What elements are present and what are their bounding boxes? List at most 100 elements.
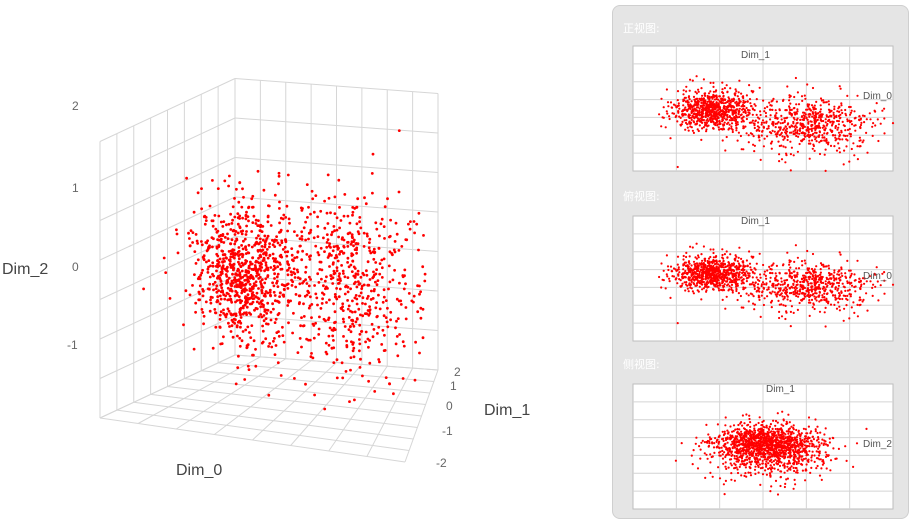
data-point — [256, 169, 260, 173]
data-point — [323, 407, 327, 411]
data-point — [358, 332, 362, 336]
data-point — [815, 126, 818, 129]
data-point — [743, 105, 746, 108]
data-point — [282, 340, 286, 344]
data-point — [810, 129, 813, 132]
data-point — [294, 285, 298, 289]
data-point — [736, 298, 739, 302]
data-point — [788, 292, 792, 295]
data-point — [238, 336, 242, 340]
data-point — [753, 109, 756, 112]
data-point — [755, 113, 758, 116]
data-point — [782, 98, 785, 101]
data-point — [343, 193, 347, 196]
data-point — [229, 266, 233, 269]
data-point — [244, 246, 247, 249]
data-point — [827, 143, 830, 146]
data-point — [346, 307, 350, 311]
data-point — [278, 221, 281, 225]
data-point — [784, 161, 787, 164]
data-point — [768, 265, 771, 268]
data-point — [853, 124, 856, 127]
data-point — [745, 114, 748, 117]
data-point — [814, 428, 817, 431]
data-point — [666, 112, 669, 115]
data-point — [710, 276, 713, 279]
data-point — [216, 262, 220, 266]
data-point — [821, 134, 824, 137]
data-point — [701, 276, 704, 279]
data-point — [748, 250, 751, 253]
data-point — [264, 239, 268, 242]
data-point — [362, 273, 366, 277]
data-point — [677, 268, 680, 271]
data-point — [249, 260, 252, 264]
data-point — [344, 284, 348, 288]
scatter-3d-chart[interactable]: 2 1 0 -1 2 1 0 -1 -2 Dim_2 Dim_0 Dim_1 — [0, 0, 600, 521]
data-point — [723, 105, 727, 108]
data-point — [848, 269, 851, 272]
data-point — [833, 108, 836, 111]
data-point — [394, 221, 398, 225]
side-view-chart[interactable]: Dim_1 Dim_2 — [613, 342, 908, 512]
data-point — [792, 154, 795, 157]
data-point — [401, 377, 405, 380]
data-point — [790, 276, 793, 279]
data-point — [237, 200, 241, 204]
data-point — [225, 291, 229, 295]
data-point — [715, 273, 718, 276]
data-point — [825, 265, 828, 268]
data-point — [295, 234, 299, 237]
data-point — [770, 264, 773, 267]
data-point — [841, 282, 844, 285]
data-point — [785, 130, 789, 133]
data-point — [835, 307, 839, 310]
data-point — [352, 244, 355, 248]
data-point — [775, 295, 778, 298]
data-point — [745, 106, 748, 110]
data-point — [814, 430, 817, 433]
data-point — [293, 377, 296, 380]
data-point — [368, 237, 372, 241]
data-point — [370, 322, 374, 326]
data-point — [838, 251, 841, 254]
data-point — [735, 271, 738, 274]
data-point — [226, 286, 230, 290]
data-point — [241, 255, 244, 259]
top-view-chart[interactable]: Dim_1 Dim_0 — [613, 174, 908, 344]
data-point — [257, 277, 261, 280]
data-point — [806, 103, 809, 106]
data-point — [185, 176, 189, 180]
data-point — [869, 118, 872, 121]
data-point — [204, 241, 208, 244]
data-point — [335, 269, 339, 273]
data-point — [307, 306, 311, 310]
data-point — [402, 344, 406, 348]
data-point — [793, 436, 796, 439]
data-point — [809, 432, 812, 435]
front-view-chart[interactable]: Dim_1 Dim_0 — [613, 6, 908, 176]
data-point — [760, 123, 763, 126]
data-point — [807, 105, 810, 108]
data-point — [311, 356, 315, 360]
data-point — [722, 266, 725, 269]
data-point — [326, 173, 330, 177]
data-point — [276, 285, 280, 288]
data-point — [837, 131, 841, 134]
data-point — [240, 281, 244, 285]
data-point — [230, 279, 234, 283]
data-point — [286, 299, 290, 303]
data-point — [238, 282, 242, 286]
data-point — [361, 302, 364, 305]
data-point — [698, 270, 701, 274]
data-point — [289, 299, 292, 303]
data-point — [233, 253, 237, 257]
data-point — [750, 450, 753, 453]
data-point — [803, 134, 806, 137]
data-point — [721, 449, 724, 452]
data-point — [365, 297, 369, 300]
data-point — [702, 100, 705, 103]
data-point — [752, 143, 755, 146]
data-point — [421, 265, 425, 269]
data-point — [694, 284, 697, 287]
